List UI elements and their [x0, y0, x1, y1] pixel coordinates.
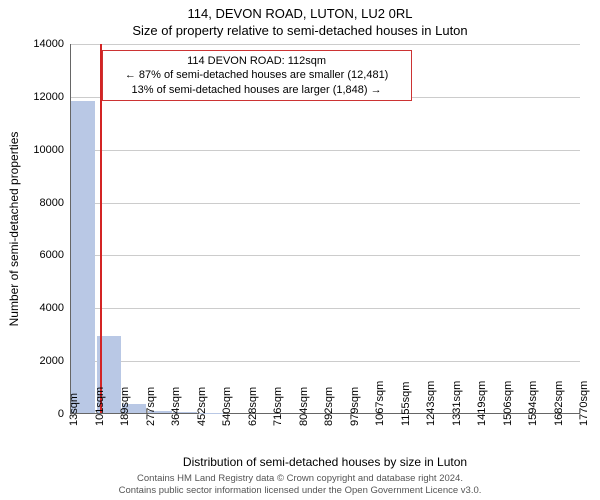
- gridline: [71, 203, 580, 204]
- ytick-label: 2000: [40, 355, 64, 367]
- ytick-label: 10000: [33, 144, 64, 156]
- ytick-label: 12000: [33, 91, 64, 103]
- annotation-line: 13% of semi-detached houses are larger (…: [111, 83, 403, 97]
- plot-area: 114 DEVON ROAD: 112sqm← 87% of semi-deta…: [70, 44, 580, 414]
- bar: [71, 101, 95, 413]
- ytick-label: 8000: [40, 197, 64, 209]
- annotation-line: ← 87% of semi-detached houses are smalle…: [111, 68, 403, 82]
- gridline: [71, 361, 580, 362]
- gridline: [71, 255, 580, 256]
- footer-line2: Contains public sector information licen…: [0, 485, 600, 496]
- gridline: [71, 150, 580, 151]
- footer: Contains HM Land Registry data © Crown c…: [0, 473, 600, 496]
- footer-line1: Contains HM Land Registry data © Crown c…: [0, 473, 600, 484]
- chart-title-line1: 114, DEVON ROAD, LUTON, LU2 0RL: [0, 6, 600, 21]
- annotation-line: 114 DEVON ROAD: 112sqm: [111, 54, 403, 68]
- ytick-label: 0: [58, 408, 64, 420]
- ytick-label: 6000: [40, 249, 64, 261]
- annotation-box: 114 DEVON ROAD: 112sqm← 87% of semi-deta…: [102, 50, 412, 101]
- y-axis-label: Number of semi-detached properties: [7, 132, 21, 327]
- gridline: [71, 44, 580, 45]
- gridline: [71, 308, 580, 309]
- x-axis-label: Distribution of semi-detached houses by …: [70, 455, 580, 469]
- ytick-label: 4000: [40, 302, 64, 314]
- ytick-label: 14000: [33, 38, 64, 50]
- chart-title-line2: Size of property relative to semi-detach…: [0, 23, 600, 38]
